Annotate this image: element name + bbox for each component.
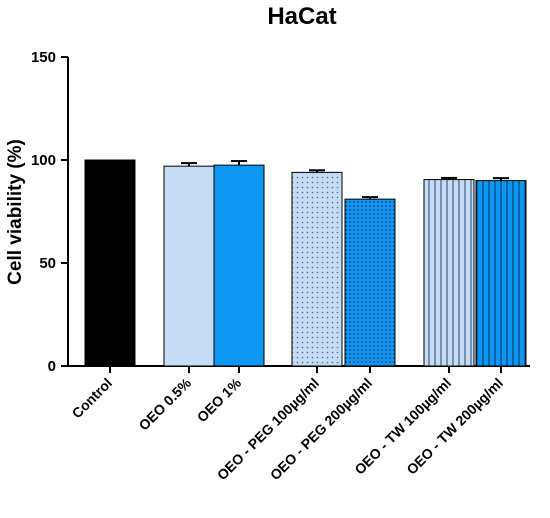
bar <box>344 198 396 367</box>
y-tick-label: 150 <box>31 49 56 66</box>
y-tick-label: 50 <box>39 255 56 272</box>
x-tick-label: OEO - TW 200µg/ml <box>403 375 506 478</box>
y-tick-label: 100 <box>31 152 56 169</box>
x-tick-label: OEO 0.5% <box>135 374 194 433</box>
chart-title: HaCat <box>267 3 336 30</box>
bar <box>163 165 215 367</box>
bar <box>84 159 136 367</box>
x-tick-label: OEO 1% <box>194 374 245 425</box>
x-tick-label: Control <box>69 375 116 422</box>
bar <box>423 179 475 367</box>
y-tick-label: 0 <box>48 358 56 375</box>
bar <box>213 164 265 367</box>
bar <box>475 180 527 367</box>
bars <box>84 159 527 367</box>
y-axis-label: Cell viability (%) <box>5 139 26 285</box>
bar <box>291 171 343 367</box>
